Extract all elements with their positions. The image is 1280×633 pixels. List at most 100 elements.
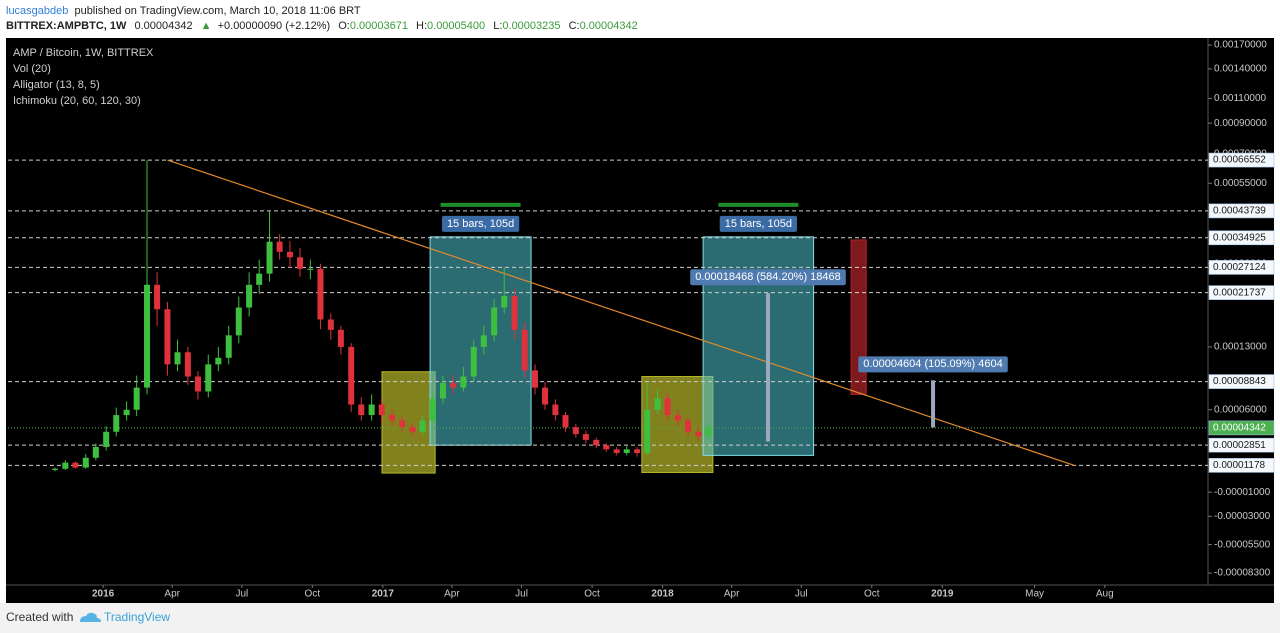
date-range-label: 15 bars, 105d xyxy=(447,218,514,230)
candle-body xyxy=(685,420,691,432)
measure-line xyxy=(931,380,936,428)
candle-body xyxy=(297,257,304,269)
candle-body xyxy=(705,427,712,437)
candle-body xyxy=(562,415,569,428)
x-tick-label: 2018 xyxy=(651,589,674,600)
candle-body xyxy=(409,427,416,432)
candle-body xyxy=(103,431,110,447)
candle-body xyxy=(62,462,69,469)
x-tick-label: 2019 xyxy=(931,589,954,600)
level-label-bg xyxy=(1208,230,1275,246)
candle-body xyxy=(439,382,446,399)
date-range-bar xyxy=(718,202,799,207)
candle-body xyxy=(593,439,600,446)
candle-body xyxy=(470,346,477,377)
candle-body xyxy=(480,335,487,347)
measure-line xyxy=(766,293,770,442)
candle-body xyxy=(246,284,253,308)
candle-body xyxy=(154,284,161,310)
candle-body xyxy=(450,382,457,388)
x-tick-label: 2016 xyxy=(92,589,115,600)
candle-body xyxy=(92,446,99,458)
author[interactable]: lucasgabdeb xyxy=(6,5,68,17)
ohlc-value: 0.00003235 xyxy=(502,20,560,32)
price: 0.00004342 xyxy=(134,20,192,32)
brand-logo[interactable] xyxy=(80,612,101,622)
measure-label: 0.00004604 (105.09%) 4604 xyxy=(863,358,1002,370)
y-tick-label: 0.00006000 xyxy=(1214,404,1267,415)
ohlc-value: 0.00004342 xyxy=(580,20,638,32)
candle-body xyxy=(113,415,120,432)
level-label-bg xyxy=(1208,260,1275,275)
level-label-bg xyxy=(1208,374,1275,389)
change: +0.00000090 (+2.12%) xyxy=(218,20,331,32)
x-tick-label: 2017 xyxy=(372,589,395,600)
footer-created: Created with xyxy=(6,610,73,624)
ohlc-label: C: xyxy=(569,20,580,32)
candle-body xyxy=(327,319,334,330)
candle-body xyxy=(358,404,365,416)
ohlc-value: 0.00005400 xyxy=(427,20,485,32)
candle-body xyxy=(317,268,324,320)
candle-body xyxy=(348,346,355,405)
footer-brand[interactable]: TradingView xyxy=(104,610,170,624)
x-tick-label: Aug xyxy=(1096,589,1114,600)
candle-body xyxy=(144,284,151,388)
highlight-box xyxy=(381,371,436,474)
y-tick-label: -0.00008300 xyxy=(1214,568,1271,579)
candle-body xyxy=(266,241,273,274)
highlight-box xyxy=(641,376,714,473)
trend-line xyxy=(167,159,1076,467)
level-label: 0.00027124 xyxy=(1213,262,1266,273)
candle-body xyxy=(674,415,681,421)
plot: 15 bars, 105d 15 bars, 105d 0.00018468 (58… xyxy=(8,40,1275,600)
candle-body xyxy=(184,352,191,377)
date-range-bar xyxy=(440,202,521,207)
candle-body xyxy=(164,309,171,365)
footer-bg xyxy=(0,603,1280,633)
y-tick-label: 0.00110000 xyxy=(1214,93,1267,104)
symbol: BITTREX:AMPBTC, 1W xyxy=(6,20,127,32)
candle-body xyxy=(225,335,232,358)
x-tick-label: Apr xyxy=(444,589,460,600)
candle-body xyxy=(491,307,498,336)
candle-body xyxy=(623,449,630,453)
candle-body xyxy=(572,427,579,435)
candle-body xyxy=(205,364,212,392)
level-label-bg xyxy=(1208,285,1275,300)
candle-body xyxy=(419,420,426,432)
y-tick-label: -0.00005500 xyxy=(1214,539,1271,550)
candle-body xyxy=(368,404,375,416)
x-tick-label: Oct xyxy=(584,589,600,600)
y-tick-label: 0.00140000 xyxy=(1214,64,1267,75)
highlight-box xyxy=(850,239,867,395)
candle-body xyxy=(429,398,436,421)
candle-body xyxy=(634,449,641,453)
last-price-label-bg xyxy=(1208,420,1275,436)
level-label: 0.00008843 xyxy=(1213,376,1266,387)
candle-body xyxy=(399,420,406,428)
candle-body xyxy=(603,445,610,450)
candle-body xyxy=(123,409,130,416)
ohlc-label: O: xyxy=(338,20,350,32)
candle-body xyxy=(542,387,549,405)
level-label-bg xyxy=(1208,458,1275,473)
measure-label: 0.00018468 (584.20%) 18468 xyxy=(695,271,841,283)
publish-line: lucasgabdeb published on TradingView.com… xyxy=(6,5,361,17)
level-label: 0.00066552 xyxy=(1213,155,1266,166)
candle-body xyxy=(511,295,518,330)
candle-body xyxy=(389,415,396,421)
date-range-label: 15 bars, 105d xyxy=(725,218,792,230)
level-label: 0.00034925 xyxy=(1213,232,1266,243)
last-price-label: 0.00004342 xyxy=(1213,423,1266,434)
candle-body xyxy=(51,468,58,471)
symbol-line: BITTREX:AMPBTC, 1W 0.00004342 ▲ +0.00000… xyxy=(6,20,638,32)
candle-body xyxy=(552,404,559,416)
date-range-label-bg xyxy=(441,215,520,232)
x-tick-label: Jul xyxy=(235,589,248,600)
level-label-bg xyxy=(1208,203,1275,219)
y-tick-label: 0.00013000 xyxy=(1214,342,1267,353)
level-label-bg xyxy=(1208,437,1275,453)
